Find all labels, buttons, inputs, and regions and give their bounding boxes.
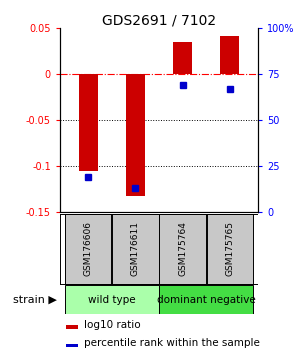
Text: strain ▶: strain ▶ xyxy=(13,295,57,304)
Bar xyxy=(126,74,145,196)
Bar xyxy=(66,325,78,329)
Bar xyxy=(112,214,158,284)
Bar xyxy=(66,343,78,347)
Text: wild type: wild type xyxy=(88,295,136,304)
Bar xyxy=(207,214,253,284)
Bar xyxy=(160,214,206,284)
Bar xyxy=(65,285,159,314)
Bar xyxy=(220,36,239,74)
Text: log10 ratio: log10 ratio xyxy=(84,320,140,330)
Text: GSM175764: GSM175764 xyxy=(178,221,187,276)
Bar xyxy=(173,42,192,74)
Text: percentile rank within the sample: percentile rank within the sample xyxy=(84,338,260,348)
Text: dominant negative: dominant negative xyxy=(157,295,256,304)
Bar xyxy=(159,285,253,314)
Title: GDS2691 / 7102: GDS2691 / 7102 xyxy=(102,13,216,27)
Text: GSM176606: GSM176606 xyxy=(84,221,93,276)
Text: GSM175765: GSM175765 xyxy=(225,221,234,276)
Bar xyxy=(79,74,98,171)
Bar xyxy=(65,214,111,284)
Text: GSM176611: GSM176611 xyxy=(131,221,140,276)
